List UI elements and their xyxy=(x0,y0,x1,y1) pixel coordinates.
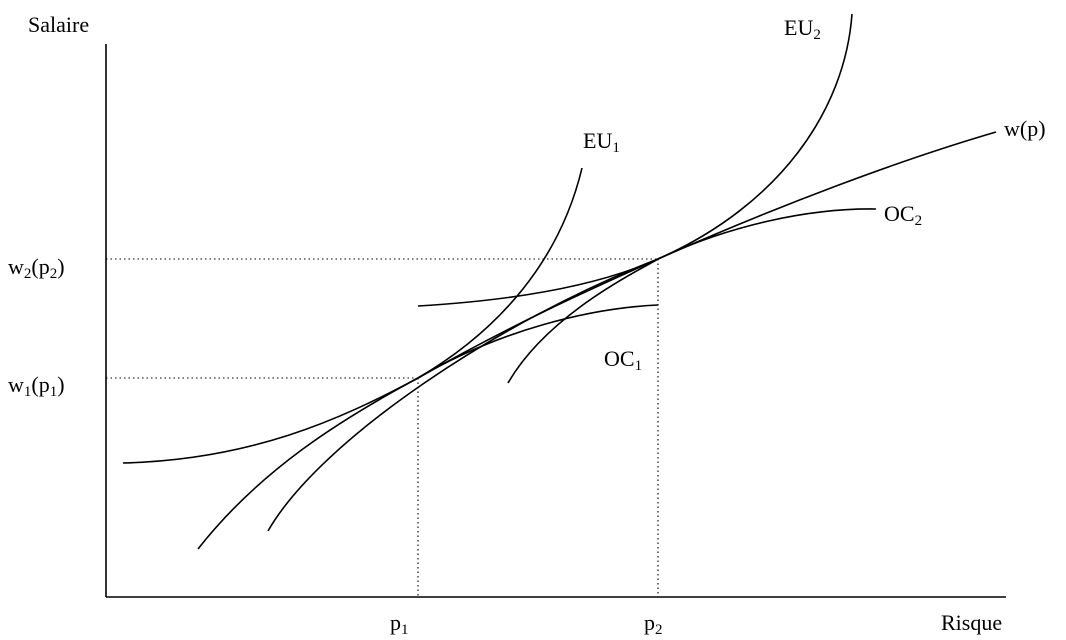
tick-p2: p2 xyxy=(644,610,663,638)
oc2-label: OC2 xyxy=(884,201,922,229)
tick-p1: p1 xyxy=(390,610,409,638)
oc1-curve xyxy=(417,304,659,379)
eu2-curve xyxy=(267,13,853,532)
y-axis-label: Salaire xyxy=(28,12,89,37)
oc1-label: OC1 xyxy=(604,346,642,374)
wp-label: w(p) xyxy=(1004,116,1046,141)
tick-w1p1: w1(p1) xyxy=(8,372,65,400)
x-axis-label: Risque xyxy=(941,610,1002,635)
wage-curve-wp xyxy=(122,131,997,464)
oc2-curve xyxy=(417,208,877,384)
eu1-label: EU1 xyxy=(583,128,620,156)
eu2-label: EU2 xyxy=(784,15,821,43)
tick-w2p2: w2(p2) xyxy=(8,254,65,282)
